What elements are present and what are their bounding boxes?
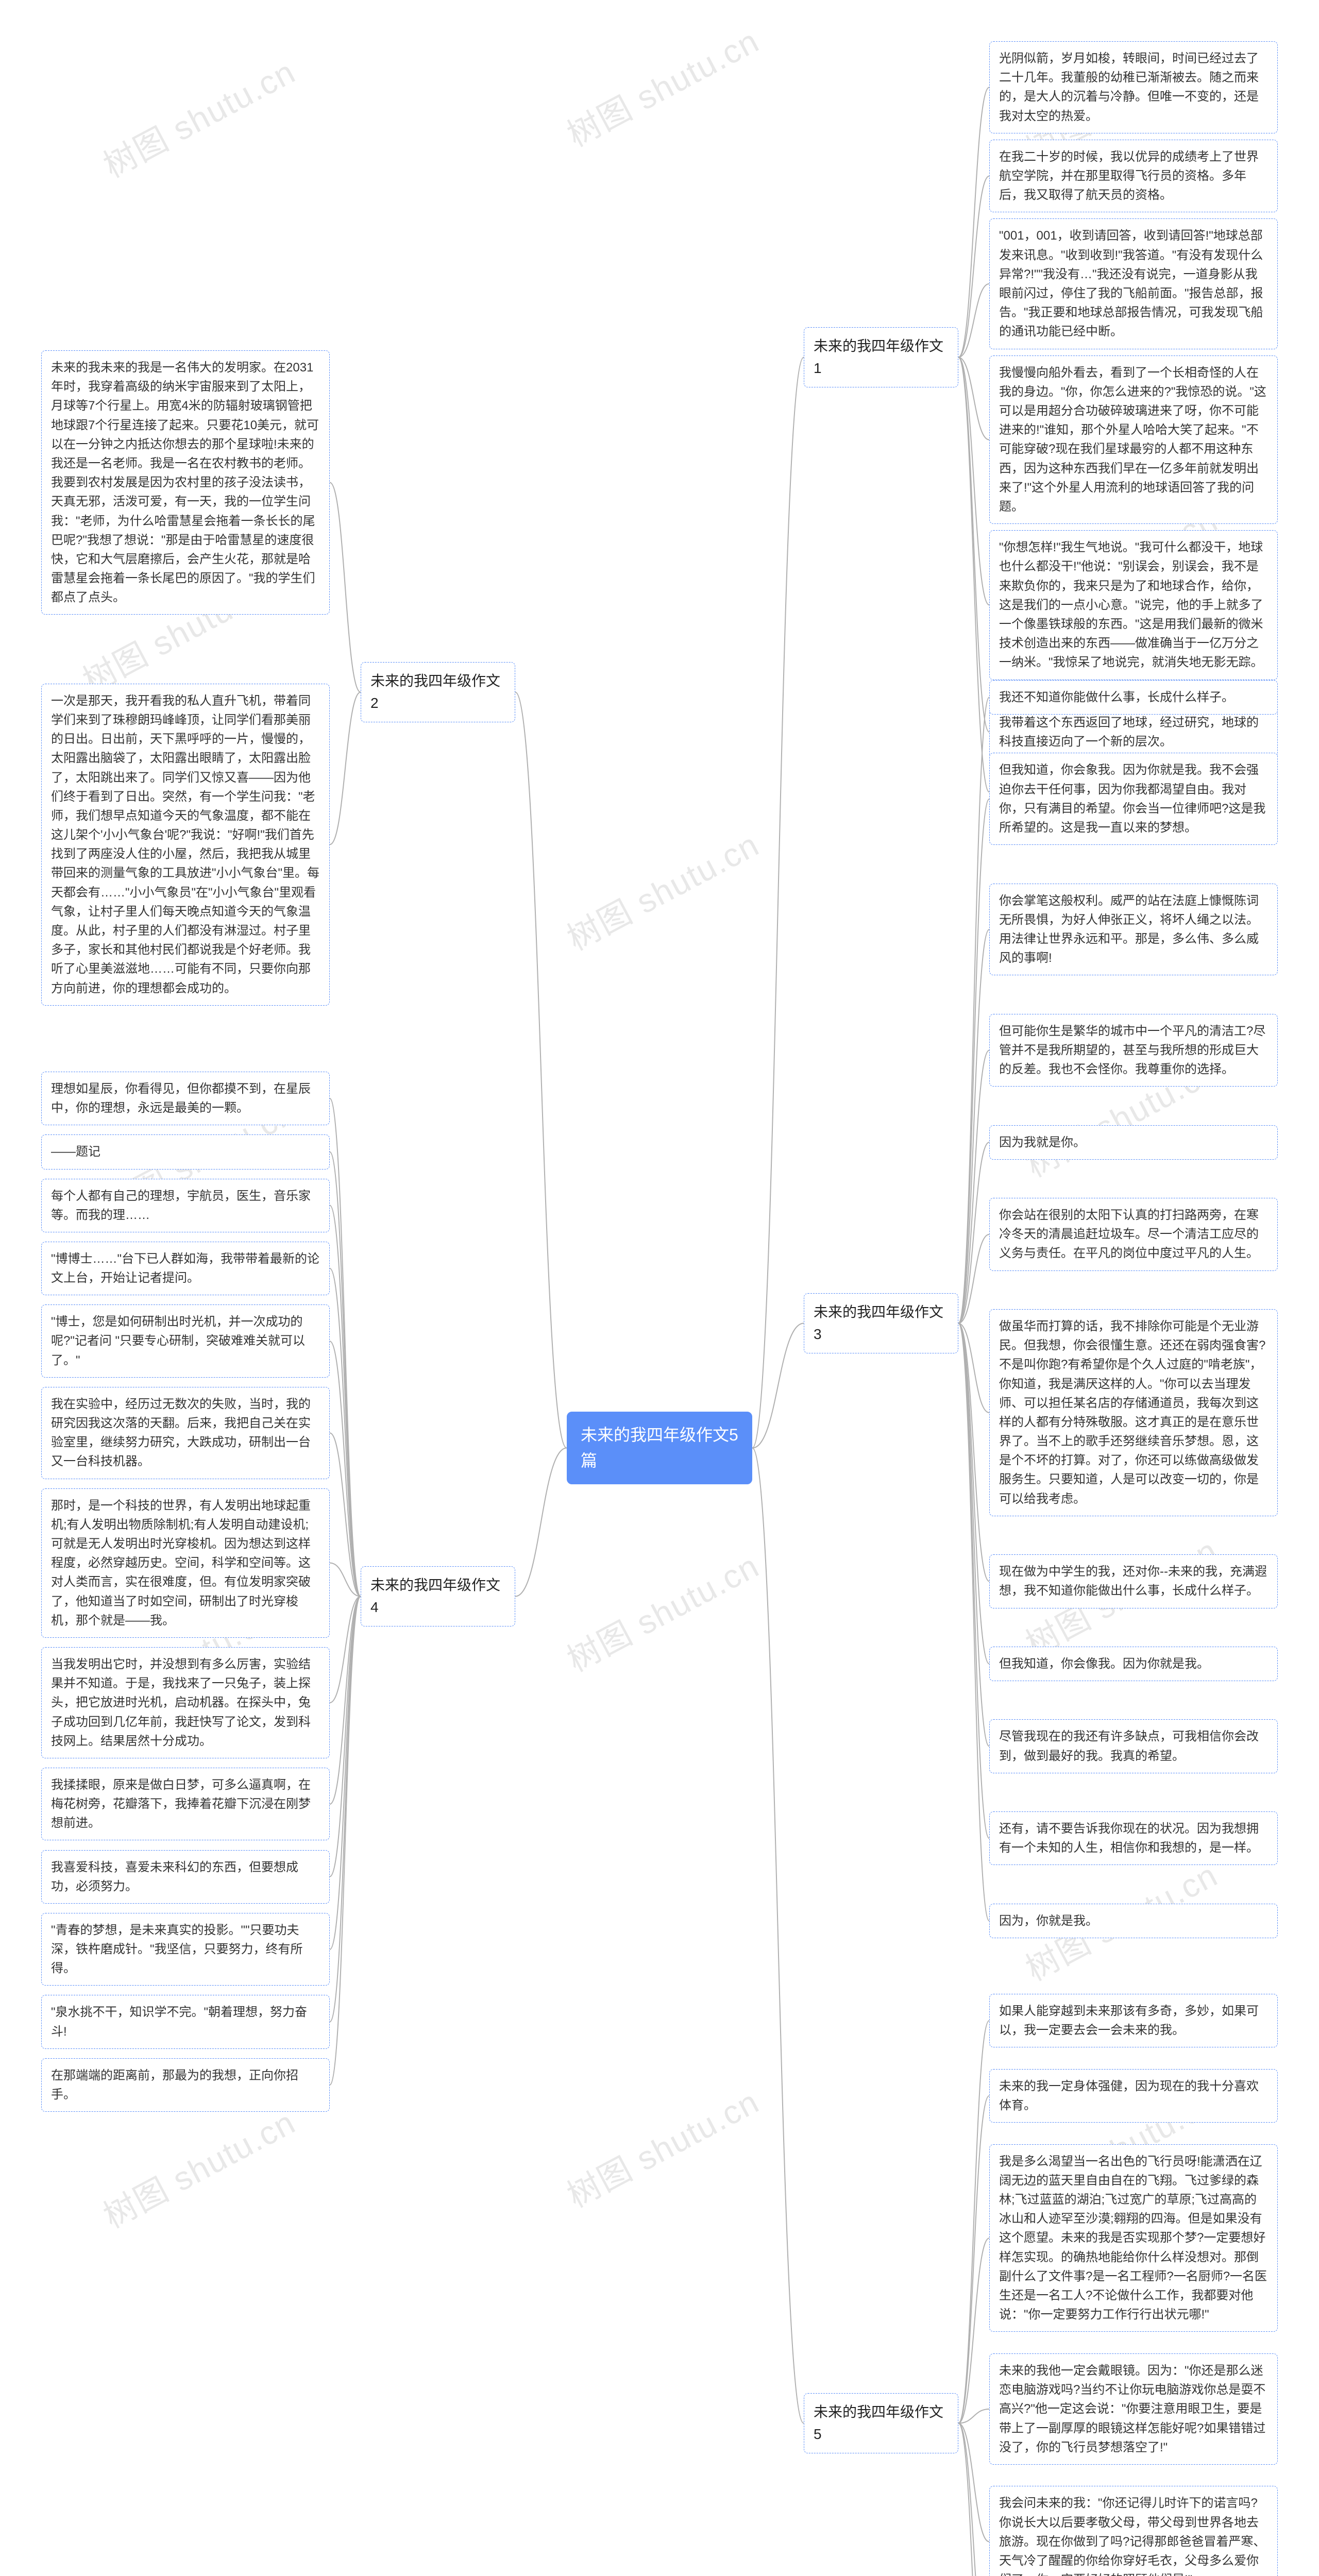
connector (958, 1050, 989, 1324)
connector (330, 1597, 361, 1703)
leaf-node[interactable]: 尽管我现在的我还有许多缺点，可我相信你会改到，做到最好的我。我真的希望。 (989, 1719, 1278, 1773)
connector (330, 1341, 361, 1596)
leaf-node[interactable]: 当我发明出它时，并没想到有多么厉害，实验结果并不知道。于是，我找来了一只兔子，装… (41, 1647, 330, 1758)
leaf-node[interactable]: "博博士……"台下已人群如海，我带带着最新的论文上台，开始让记者提问。 (41, 1242, 330, 1295)
leaf-node[interactable]: 未来的我未来的我是一名伟大的发明家。在2031年时，我穿着高级的纳米宇宙服来到了… (41, 350, 330, 615)
leaf-node[interactable]: "泉水挑不干，知识学不完。"朝着理想，努力奋斗! (41, 1995, 330, 2048)
connector (330, 483, 361, 692)
leaf-node[interactable]: 我在实验中，经历过无数次的失败，当时，我的研究因我这次落的天翻。后来，我把自己关… (41, 1387, 330, 1479)
leaf-node[interactable]: 我还不知道你能做什么事，长成什么样子。 (989, 680, 1278, 715)
connector (958, 2424, 989, 2576)
root-node[interactable]: 未来的我四年级作文5篇 (567, 1412, 752, 1484)
connector (958, 2424, 989, 2542)
watermark: 树图 shutu.cn (73, 2570, 282, 2576)
watermark: 树图 shutu.cn (94, 2096, 302, 2238)
leaf-node[interactable]: 在我二十岁的时候，我以优异的成绩考上了世界航空学院，并在那里取得飞行员的资格。多… (989, 140, 1278, 213)
leaf-node[interactable]: 我会问未来的我："你还记得儿时许下的诺言吗?你说长大以后要孝敬父母，带父母到世界… (989, 2486, 1278, 2576)
connector (958, 1324, 989, 1413)
connector (958, 2409, 989, 2424)
leaf-node[interactable]: 理想如星辰，你看得见，但你都摸不到，在星辰中，你的理想，永远是最美的一颗。 (41, 1072, 330, 1125)
connector (330, 1597, 361, 2022)
leaf-node[interactable]: 在那端端的距离前，那最为的我想，正向你招手。 (41, 2058, 330, 2112)
connector (330, 1563, 361, 1597)
branch-node[interactable]: 未来的我四年级作文3 (804, 1293, 958, 1353)
leaf-node[interactable]: 未来的我一定身体强健，因为现在的我十分喜欢体育。 (989, 2069, 1278, 2123)
connector (958, 2424, 989, 2576)
connector (958, 799, 989, 1324)
connector (330, 1152, 361, 1597)
leaf-node[interactable]: 未来的我他一定会戴眼镜。因为："你还是那么迷恋电脑游戏吗?当约不让你玩电脑游戏你… (989, 2353, 1278, 2465)
connector (958, 698, 989, 1324)
connector (330, 1597, 361, 2085)
connector (958, 929, 989, 1323)
branch-node[interactable]: 未来的我四年级作文1 (804, 327, 958, 387)
connector (330, 1597, 361, 1950)
watermark: 树图 shutu.cn (94, 46, 302, 187)
connector (958, 88, 989, 358)
leaf-node[interactable]: 你会掌笔这般权利。威严的站在法庭上慷慨陈词无所畏惧，为好人伸张正义，将坏人绳之以… (989, 884, 1278, 976)
connector (752, 1448, 804, 2424)
connector (515, 1448, 567, 1597)
branch-node[interactable]: 未来的我四年级作文4 (361, 1566, 515, 1626)
leaf-node[interactable]: "你想怎样!"我生气地说。"我可什么都没干，地球也什么都没干!"他说："别误会，… (989, 530, 1278, 680)
connector (958, 176, 989, 358)
connector (330, 1433, 361, 1596)
leaf-node[interactable]: 一次是那天，我开看我的私人直升飞机，带着同学们来到了珠穆朗玛峰峰顶，让同学们看那… (41, 684, 330, 1006)
leaf-node[interactable]: 每个人都有自己的理想，宇航员，医生，音乐家等。而我的理…… (41, 1179, 330, 1232)
watermark: 树图 shutu.cn (557, 1540, 766, 1681)
leaf-node[interactable]: 但我知道，你会像我。因为你就是我。 (989, 1647, 1278, 1681)
connector (958, 1324, 989, 1747)
connector (752, 1324, 804, 1448)
leaf-node[interactable]: 我是多么渴望当一名出色的飞行员呀!能潇洒在辽阔无边的蓝天里自由自在的飞翔。飞过爹… (989, 2144, 1278, 2332)
leaf-node[interactable]: 你会站在很别的太阳下认真的打扫路两旁，在寒冷冬天的清晨追赶垃圾车。尽一个清洁工应… (989, 1198, 1278, 1271)
leaf-node[interactable]: ——题记 (41, 1134, 330, 1169)
leaf-node[interactable]: 但我知道，你会象我。因为你就是我。我不会强迫你去干任何事，因为你我都渴望自由。我… (989, 753, 1278, 845)
connector (958, 358, 989, 440)
connector (330, 1268, 361, 1597)
connector (330, 1597, 361, 1877)
leaf-node[interactable]: 我揉揉眼，原来是做白日梦，可多么逼真啊，在梅花树旁，花瓣落下，我捧着花瓣下沉浸在… (41, 1768, 330, 1841)
connector (330, 1597, 361, 1804)
connector (958, 2096, 989, 2424)
leaf-node[interactable]: 还有，请不要告诉我你现在的状况。因为我想拥有一个未知的人生，相信你和我想的，是一… (989, 1811, 1278, 1865)
connector (752, 358, 804, 1448)
watermark: 树图 shutu.cn (557, 2076, 766, 2217)
connector (958, 358, 989, 732)
connector (958, 1234, 989, 1323)
connector (515, 692, 567, 1448)
mindmap-canvas: 树图 shutu.cn 树图 shutu.cn 树图 shutu.cn 树图 shut… (0, 0, 1319, 2576)
connector (330, 692, 361, 845)
connector (958, 1324, 989, 1582)
connector (958, 2238, 989, 2423)
connector (958, 2021, 989, 2424)
watermark: 树图 shutu.cn (557, 819, 766, 960)
connector (958, 1142, 989, 1323)
leaf-node[interactable]: "001，001，收到请回答，收到请回答!"地球总部发来讯息。"收到收到!"我答… (989, 218, 1278, 349)
leaf-node[interactable]: "博士，您是如何研制出时光机，并一次成功的呢?"记者问 "只要专心研制，突破难难… (41, 1304, 330, 1378)
connector (330, 1206, 361, 1597)
branch-node[interactable]: 未来的我四年级作文2 (361, 662, 515, 722)
leaf-node[interactable]: 如果人能穿越到未来那该有多奇，多妙，如果可以，我一定要去会一会未来的我。 (989, 1994, 1278, 2047)
connector (958, 284, 989, 358)
connector (330, 1098, 361, 1597)
watermark: 树图 shutu.cn (557, 15, 766, 156)
leaf-node[interactable]: 我慢慢向船外看去，看到了一个长相奇怪的人在我的身边。"你，你怎么进来的?"我惊恐… (989, 355, 1278, 524)
leaf-node[interactable]: 我喜爱科技，喜爱未来科幻的东西，但要想成功，必须努力。 (41, 1850, 330, 1904)
leaf-node[interactable]: 因为，你就是我。 (989, 1904, 1278, 1938)
leaf-node[interactable]: 做虽华而打算的话，我不排除你可能是个无业游民。但我想，你会很懂生意。还还在弱肉强… (989, 1309, 1278, 1516)
leaf-node[interactable]: 那时，是一个科技的世界，有人发明出地球起重机;有人发明出物质除制机;有人发明自动… (41, 1488, 330, 1638)
connector (958, 1324, 989, 1839)
connector (958, 358, 989, 792)
leaf-node[interactable]: 但可能你生是繁华的城市中一个平凡的清洁工?尽管并不是我所期望的，甚至与我所想的形… (989, 1014, 1278, 1087)
connector (958, 1324, 989, 1921)
leaf-node[interactable]: 光阴似箭，岁月如梭，转眼间，时间已经过去了二十几年。我董般的幼稚已渐渐被去。随之… (989, 41, 1278, 133)
branch-node[interactable]: 未来的我四年级作文5 (804, 2393, 958, 2453)
connector (958, 358, 989, 605)
leaf-node[interactable]: "青春的梦想，是未来真实的投影。""只要功夫深，铁杵磨成针。"我坚信，只要努力，… (41, 1913, 330, 1986)
leaf-node[interactable]: 因为我就是你。 (989, 1125, 1278, 1160)
connector (958, 1324, 989, 1664)
leaf-node[interactable]: 现在做为中学生的我，还对你--未来的我，充满遐想，我不知道你能做出什么事，长成什… (989, 1554, 1278, 1608)
